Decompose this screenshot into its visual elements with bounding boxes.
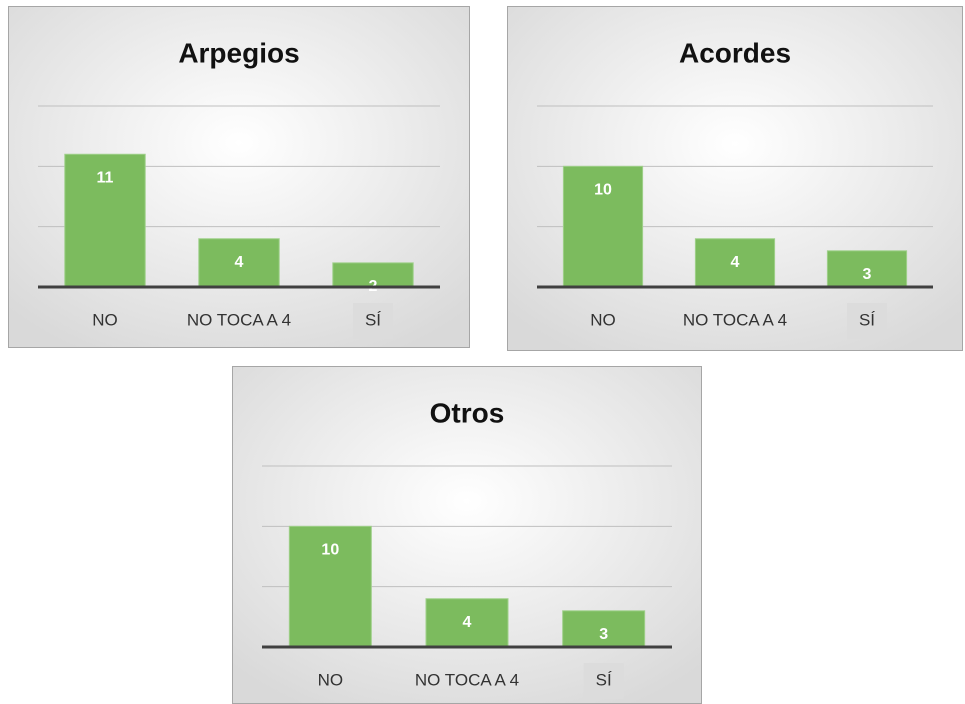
selected-label-box (847, 303, 887, 339)
x-tick-label: SÍ (859, 310, 875, 329)
chart: Otros NO 10 NO TOCA A 4 4 SÍ 3 (232, 366, 702, 704)
bar (826, 250, 908, 288)
x-tick-label: NO (92, 310, 118, 329)
selected-label-box (353, 303, 393, 339)
data-label: 11 (97, 169, 114, 186)
bar (425, 598, 509, 648)
x-tick-label: NO TOCA A 4 (187, 310, 291, 329)
x-tick-label: NO TOCA A 4 (683, 310, 787, 329)
chart: Acordes NO 10 NO TOCA A 4 4 SÍ 3 (507, 6, 963, 351)
data-label: 3 (863, 266, 872, 283)
x-tick-label: SÍ (596, 670, 612, 689)
chart-title: Acordes (679, 37, 791, 68)
data-label: 3 (599, 626, 608, 643)
data-label: 10 (321, 542, 339, 559)
chart-title: Arpegios (178, 37, 299, 68)
data-label: 4 (731, 254, 740, 271)
x-tick-label: SÍ (365, 310, 381, 329)
bar (198, 238, 280, 288)
x-tick-label: NO (590, 310, 616, 329)
data-label: 4 (235, 254, 244, 271)
x-tick-label: NO (318, 670, 344, 689)
chart-title: Otros (430, 397, 505, 428)
bar (562, 610, 646, 648)
bar (562, 165, 644, 288)
bar (288, 525, 372, 648)
x-tick-label: NO TOCA A 4 (415, 670, 519, 689)
data-label: 10 (594, 182, 612, 199)
data-label: 4 (463, 614, 472, 631)
bar (694, 238, 776, 288)
selected-label-box (583, 663, 624, 699)
